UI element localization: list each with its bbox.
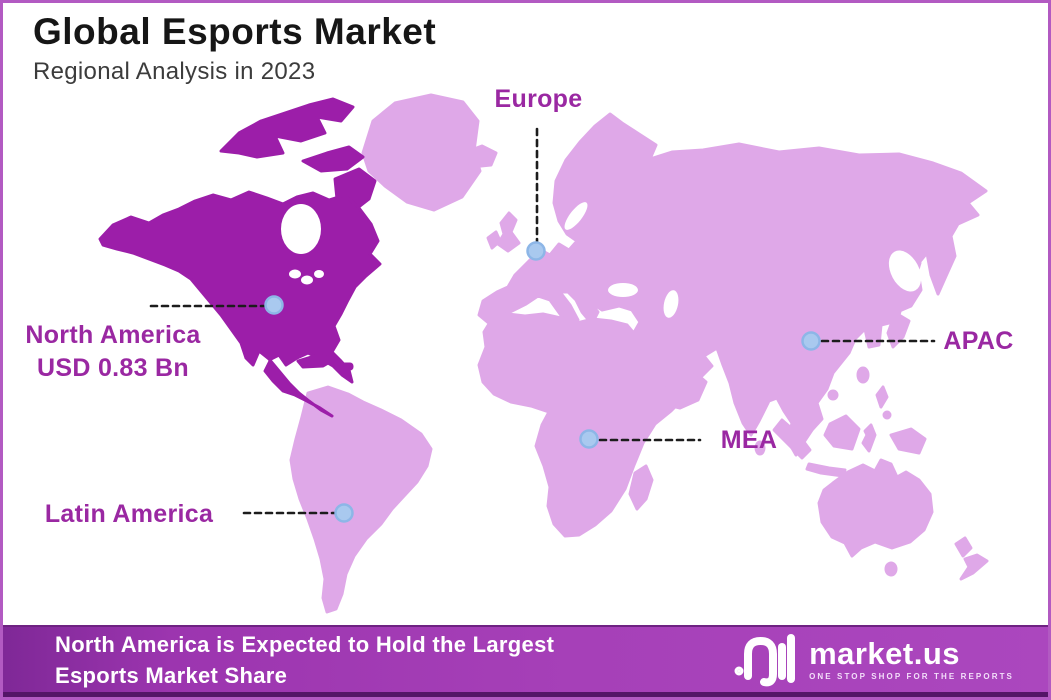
landmass-tasmania: [884, 561, 898, 577]
landmass-new-guinea: [889, 427, 927, 455]
great-lake: [289, 269, 301, 279]
leader-lines: [149, 127, 936, 515]
logo-words: market.us ONE STOP SHOP FOR THE REPORTS: [809, 638, 1014, 681]
sea-of-okhotsk: [888, 250, 922, 292]
great-lake: [301, 275, 313, 285]
region-value-north-america: USD 0.83 Bn: [37, 354, 189, 382]
great-lake: [314, 270, 324, 278]
world-map: [98, 93, 989, 614]
marker-latin-america: [334, 503, 354, 523]
landmass-caribbean: [339, 362, 354, 371]
region-label-europe: Europe: [494, 85, 583, 113]
landmass-taiwan: [856, 366, 870, 384]
landmass-philippines: [875, 385, 889, 409]
landmass-philippines-2: [882, 410, 892, 420]
footer-banner: North America is Expected to Hold the La…: [3, 625, 1048, 697]
inland-seas: [281, 202, 922, 318]
landmass-sulawesi: [861, 423, 877, 453]
region-label-apac: APAC: [943, 327, 1014, 355]
landmass-australia: [817, 458, 934, 558]
markers: [264, 241, 821, 523]
marker-mea: [579, 429, 599, 449]
landmass-hainan: [827, 389, 839, 401]
caspian-sea: [663, 290, 679, 318]
region-label-north-america-name: North America: [25, 321, 201, 349]
landmass-borneo: [823, 414, 861, 451]
marker-europe: [526, 241, 546, 261]
landmass-madagascar: [628, 464, 654, 511]
logo-name: market.us: [809, 636, 961, 671]
region-label-mea: MEA: [720, 426, 778, 454]
landmass-sri-lanka: [754, 440, 766, 456]
market-us-logo-icon: [734, 633, 796, 686]
landmass-greenland: [361, 93, 482, 212]
banner-text: North America is Expected to Hold the La…: [3, 629, 554, 691]
landmass-africa: [477, 312, 685, 538]
landmass-uk: [496, 211, 521, 253]
hudson-bay: [281, 204, 321, 254]
page-title: Global Esports Market: [33, 11, 437, 52]
region-label-latin-america: Latin America: [44, 500, 214, 528]
landmass-new-zealand-south: [959, 553, 989, 581]
landmass-ireland: [486, 230, 502, 250]
banner-line-1: North America is Expected to Hold the La…: [55, 631, 555, 657]
marker-apac: [801, 331, 821, 351]
page-subtitle: Regional Analysis in 2023: [33, 58, 316, 85]
landmass-java: [805, 462, 847, 478]
logo-tagline: ONE STOP SHOP FOR THE REPORTS: [809, 672, 1014, 681]
header: Global Esports Market Regional Analysis …: [33, 11, 436, 86]
landmass-arctic-islands-2: [301, 145, 365, 173]
landmass-sumatra: [772, 418, 812, 460]
continent-base-group: [289, 93, 989, 614]
landmass-iceland: [464, 144, 498, 169]
marker-north-america: [264, 295, 284, 315]
landmass-cuba: [296, 353, 337, 369]
market-us-logo: market.us ONE STOP SHOP FOR THE REPORTS: [733, 632, 1014, 688]
landmass-arctic-islands-1: [219, 97, 355, 159]
baltic-sea: [564, 202, 588, 230]
landmass-eurasia: [477, 112, 988, 457]
region-label-north-america: North America USD 0.83 Bn: [13, 319, 213, 385]
landmass-south-america: [289, 385, 433, 614]
landmass-japan: [885, 291, 911, 349]
banner-line-2: Esports Market Share: [55, 662, 288, 688]
black-sea: [608, 283, 638, 297]
landmass-new-zealand-north: [954, 536, 973, 558]
